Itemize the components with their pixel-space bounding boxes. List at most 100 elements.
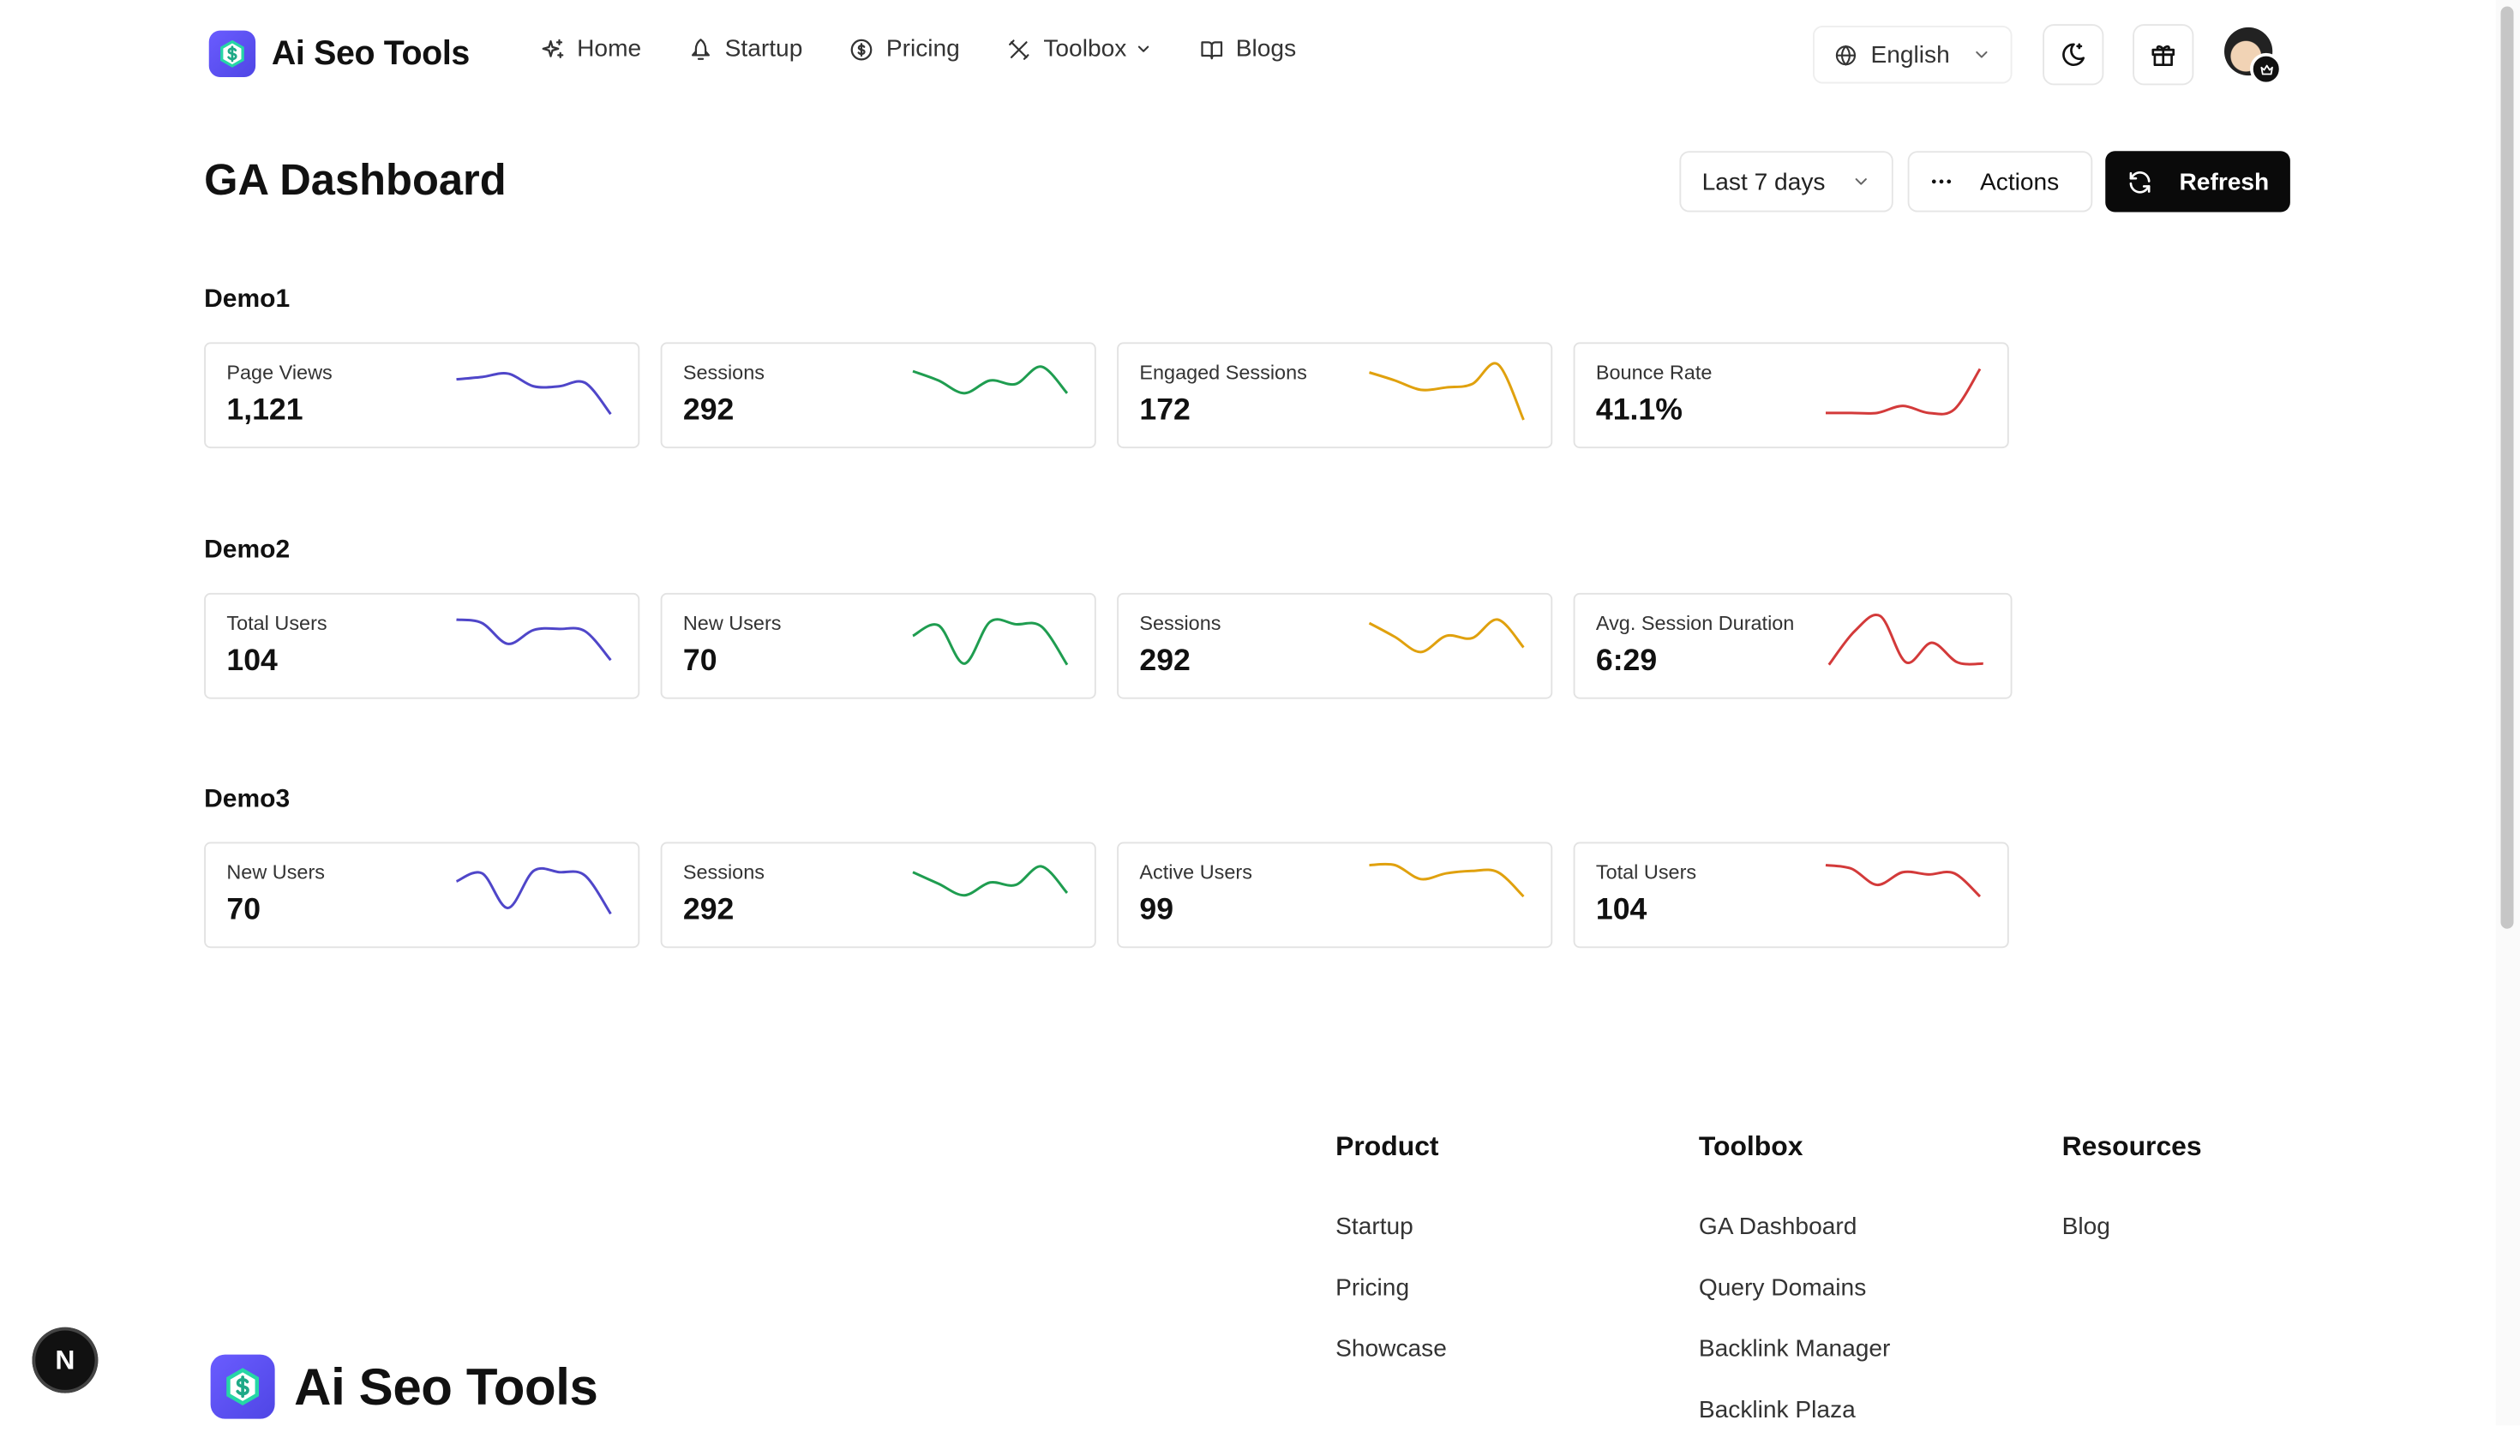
- metric-label: Page Views: [226, 361, 333, 385]
- metric-label: Engaged Sessions: [1139, 361, 1307, 385]
- section-title: Demo2: [204, 536, 291, 565]
- sparkline-chart: [1826, 368, 1982, 416]
- nav-pricing[interactable]: Pricing: [849, 35, 960, 63]
- nav-startup-label: Startup: [724, 35, 803, 63]
- metric-value: 1,121: [226, 393, 303, 428]
- sparkline-chart: [1827, 614, 1983, 666]
- metric-card[interactable]: Total Users 104: [1573, 842, 2009, 949]
- sparkle-icon: [542, 38, 564, 58]
- footer-link[interactable]: GA Dashboard: [1698, 1213, 1857, 1241]
- metric-value: 41.1%: [1595, 393, 1683, 428]
- sparkline-path: [1369, 862, 1525, 898]
- chevron-down-icon: [1855, 178, 1867, 185]
- metric-card[interactable]: New Users 70: [660, 592, 1096, 699]
- date-range-label: Last 7 days: [1701, 167, 1826, 195]
- metric-card[interactable]: Page Views 1,121: [204, 342, 640, 449]
- dollar-logo-icon: [210, 1354, 275, 1419]
- sparkline-chart: [455, 866, 612, 915]
- sparkline-path: [1827, 614, 1983, 666]
- refresh-icon: [2129, 171, 2151, 193]
- footer-link[interactable]: Backlink Plaza: [1698, 1396, 1856, 1424]
- nav-home-label: Home: [577, 35, 642, 63]
- footer-column-resources: Resources Blog: [2062, 1131, 2202, 1273]
- metric-card[interactable]: Avg. Session Duration 6:29: [1573, 592, 2013, 699]
- page-root: Ai Seo Tools Home Startup Pricing: [32, 6, 2514, 1424]
- footer-column-toolbox: Toolbox GA Dashboard Query Domains Backl…: [1699, 1131, 1891, 1456]
- sparkline-chart: [912, 618, 1069, 666]
- metric-value: 99: [1139, 893, 1174, 927]
- metric-card[interactable]: Engaged Sessions 172: [1117, 342, 1553, 449]
- scrollbar-thumb[interactable]: [2500, 6, 2514, 929]
- more-horizontal-icon: [1931, 179, 1952, 184]
- metric-value: 70: [226, 893, 261, 927]
- metric-label: Sessions: [1139, 612, 1221, 635]
- metric-card[interactable]: Active Users 99: [1117, 842, 1553, 949]
- footer-link[interactable]: Blog: [2061, 1213, 2110, 1241]
- nav-startup[interactable]: Startup: [688, 35, 803, 63]
- dollar-circle-icon: [851, 38, 873, 60]
- metric-label: Total Users: [1595, 861, 1697, 884]
- next-dev-badge[interactable]: N: [32, 1327, 99, 1393]
- section-title: Demo1: [204, 285, 291, 314]
- sparkline-chart: [1368, 618, 1525, 654]
- nav-blogs[interactable]: Blogs: [1199, 35, 1296, 63]
- metric-value: 70: [682, 644, 717, 679]
- page-title: GA Dashboard: [204, 155, 507, 205]
- metric-label: Avg. Session Duration: [1595, 612, 1795, 635]
- metric-card[interactable]: New Users 70: [204, 842, 640, 949]
- sparkline-chart: [912, 865, 1069, 897]
- metric-card[interactable]: Sessions 292: [1117, 592, 1553, 699]
- sparkline-chart: [1369, 862, 1525, 898]
- brand-name: Ai Seo Tools: [271, 34, 470, 72]
- main-nav: Home Startup Pricing Toolbox: [540, 35, 1296, 63]
- footer-brand-name: Ai Seo Tools: [294, 1357, 598, 1415]
- metric-label: Sessions: [682, 361, 765, 385]
- section-title: Demo3: [204, 785, 291, 813]
- sparkline-path: [912, 865, 1069, 897]
- metric-label: Bounce Rate: [1595, 361, 1713, 385]
- metric-card[interactable]: Sessions 292: [660, 342, 1096, 449]
- refresh-label: Refresh: [2179, 167, 2270, 195]
- metric-value: 6:29: [1595, 644, 1658, 679]
- footer-brand[interactable]: Ai Seo Tools: [210, 1354, 598, 1419]
- sparkline-path: [456, 618, 612, 662]
- metric-card[interactable]: Bounce Rate 41.1%: [1573, 342, 2009, 449]
- actions-label: Actions: [1980, 167, 2060, 195]
- metric-value: 292: [682, 893, 735, 927]
- chevron-down-icon: [1976, 51, 1988, 58]
- footer-link[interactable]: Backlink Manager: [1698, 1335, 1891, 1363]
- footer-link[interactable]: Showcase: [1335, 1335, 1447, 1363]
- sparkline-path: [1825, 864, 1982, 898]
- metric-card[interactable]: Sessions 292: [660, 842, 1096, 949]
- sparkline-chart: [912, 365, 1069, 395]
- nav-home[interactable]: Home: [540, 35, 641, 63]
- sparkline-path: [1369, 362, 1525, 421]
- language-label: English: [1870, 40, 1950, 69]
- metric-value: 104: [226, 644, 278, 679]
- footer-link[interactable]: Pricing: [1335, 1273, 1410, 1302]
- user-avatar[interactable]: [2224, 27, 2283, 86]
- actions-button[interactable]: Actions: [1907, 151, 2093, 213]
- rocket-icon: [692, 38, 711, 59]
- footer-column-title: Resources: [2061, 1131, 2202, 1162]
- refresh-button[interactable]: Refresh: [2105, 151, 2290, 213]
- metric-label: Sessions: [682, 861, 765, 884]
- metric-value: 104: [1595, 893, 1647, 927]
- date-range-select[interactable]: Last 7 days: [1679, 151, 1893, 213]
- sparkline-path: [1368, 618, 1525, 654]
- sparkline-path: [1826, 368, 1982, 416]
- gift-button[interactable]: [2133, 24, 2194, 86]
- footer-column-title: Product: [1335, 1131, 1439, 1162]
- metric-label: Total Users: [226, 612, 327, 635]
- language-select[interactable]: English: [1813, 26, 2013, 84]
- moon-icon: [2062, 43, 2085, 66]
- metric-card[interactable]: Total Users 104: [204, 592, 640, 699]
- footer-link[interactable]: Startup: [1335, 1213, 1413, 1241]
- theme-toggle-button[interactable]: [2043, 24, 2104, 86]
- dollar-logo-icon: [208, 30, 256, 77]
- brand[interactable]: Ai Seo Tools: [208, 30, 470, 77]
- sparkline-path: [455, 866, 612, 915]
- sparkline-chart: [456, 372, 612, 416]
- footer-link[interactable]: Query Domains: [1698, 1273, 1867, 1302]
- nav-toolbox[interactable]: Toolbox: [1006, 35, 1152, 63]
